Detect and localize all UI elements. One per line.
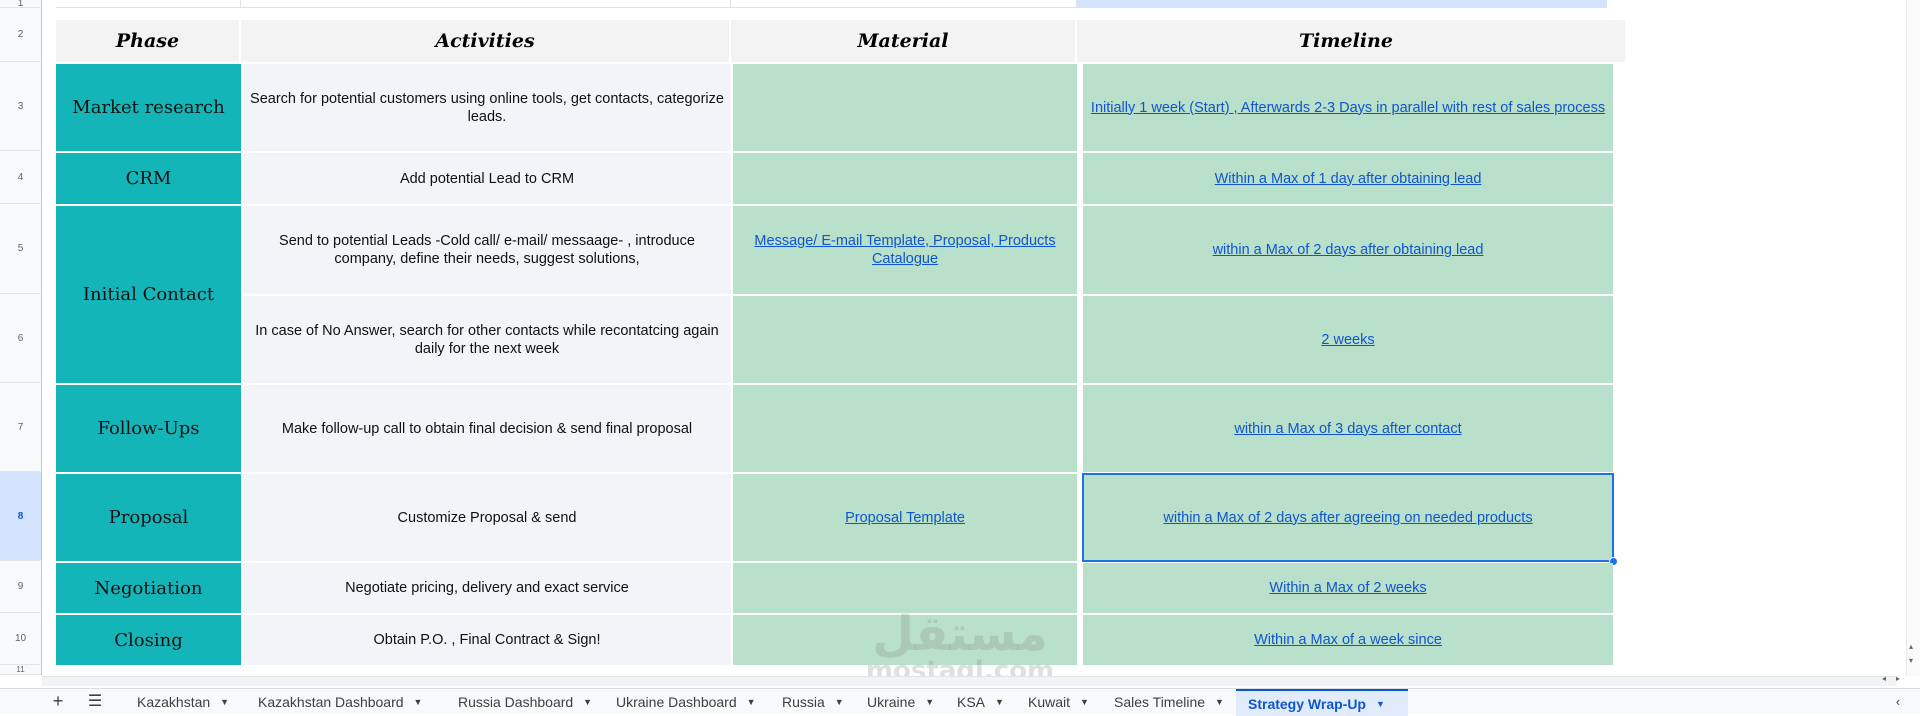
timeline-link[interactable]: Within a Max of 1 day after obtaining le… <box>1214 170 1482 187</box>
material-cell[interactable] <box>733 153 1077 204</box>
chevron-down-icon: ▼ <box>995 696 1004 707</box>
tab-strategy-wrap-up[interactable]: Strategy Wrap-Up ▼ <box>1236 689 1408 716</box>
tab-ukraine[interactable]: Ukraine ▼ <box>867 693 935 710</box>
tab-russia-dashboard[interactable]: Russia Dashboard ▼ <box>458 693 593 710</box>
phase-initial-contact[interactable]: Initial Contact <box>56 206 241 383</box>
row1-cells <box>56 0 1628 8</box>
material-cell[interactable] <box>733 615 1077 665</box>
chevron-down-icon: ▼ <box>1080 696 1089 707</box>
chevron-down-icon: ▼ <box>1215 696 1224 707</box>
timeline-link[interactable]: Within a Max of a week since <box>1254 632 1442 648</box>
cell[interactable] <box>241 0 731 8</box>
tab-sales-timeline[interactable]: Sales Timeline ▼ <box>1114 693 1224 710</box>
timeline-cell-selected[interactable]: within a Max of 2 days after agreeing on… <box>1082 473 1614 562</box>
material-cell[interactable] <box>733 296 1077 383</box>
timeline-cell[interactable]: Initially 1 week (Start) , Afterwards 2-… <box>1083 64 1613 151</box>
timeline-link[interactable]: within a Max of 2 days after obtaining l… <box>1212 242 1484 258</box>
phase-negotiation[interactable]: Negotiation <box>56 563 241 613</box>
timeline-cell[interactable]: Within a Max of a week since <box>1083 615 1613 665</box>
header-material[interactable]: Material <box>731 20 1077 62</box>
chevron-down-icon: ▼ <box>1375 698 1385 709</box>
tab-kazakhstan-dashboard[interactable]: Kazakhstan Dashboard ▼ <box>258 693 423 710</box>
vertical-scrollbar[interactable] <box>1906 0 1920 676</box>
chevron-down-icon: ▼ <box>413 696 423 707</box>
watermark-arabic: مستقل <box>872 606 1048 662</box>
timeline-link[interactable]: Initially 1 week (Start) , Afterwards 2-… <box>1090 99 1606 116</box>
row-header[interactable]: 10 <box>0 613 42 665</box>
cell[interactable] <box>731 0 1077 8</box>
phase-proposal[interactable]: Proposal <box>56 474 241 561</box>
chevron-down-icon: ▼ <box>834 696 844 707</box>
scroll-up-arrow-icon[interactable]: ▴ <box>1909 642 1914 651</box>
row-header[interactable]: 7 <box>0 383 42 472</box>
scroll-left-arrow-icon[interactable]: ◂ <box>1882 674 1887 683</box>
row-header[interactable]: 4 <box>0 151 42 204</box>
scroll-right-arrow-icon[interactable]: ▸ <box>1896 674 1901 683</box>
activity-cell[interactable]: Customize Proposal & send <box>243 474 731 561</box>
timeline-link[interactable]: within a Max of 3 days after contact <box>1234 420 1462 437</box>
watermark-logo: مستقل mostaql.com <box>860 606 1060 684</box>
timeline-cell[interactable]: within a Max of 3 days after contact <box>1083 385 1613 472</box>
tab-russia[interactable]: Russia ▼ <box>782 693 844 710</box>
tab-ksa[interactable]: KSA ▼ <box>957 693 1004 710</box>
row-header[interactable]: 11 <box>0 665 42 675</box>
phase-market-research[interactable]: Market research <box>56 64 241 151</box>
material-cell[interactable] <box>733 563 1077 613</box>
chevron-down-icon: ▼ <box>746 696 756 707</box>
activity-cell[interactable]: In case of No Answer, search for other c… <box>243 296 731 383</box>
tab-scroll-left-icon[interactable]: ‹ <box>1895 693 1901 709</box>
header-timeline[interactable]: Timeline <box>1077 20 1615 62</box>
activity-cell[interactable]: Send to potential Leads -Cold call/ e-ma… <box>243 206 731 294</box>
row-header[interactable]: 2 <box>0 8 42 62</box>
timeline-link[interactable]: 2 weeks <box>1321 331 1375 348</box>
timeline-cell[interactable]: Within a Max of 2 weeks <box>1083 563 1613 613</box>
material-cell[interactable] <box>733 64 1077 151</box>
row-header[interactable]: 9 <box>0 561 42 613</box>
cell-highlighted-column[interactable] <box>1077 0 1607 8</box>
timeline-cell[interactable]: Within a Max of 1 day after obtaining le… <box>1083 153 1613 204</box>
material-cell[interactable]: Message/ E-mail Template, Proposal, Prod… <box>733 206 1077 294</box>
tab-kazakhstan[interactable]: Kazakhstan ▼ <box>137 693 230 710</box>
timeline-cell[interactable]: 2 weeks <box>1083 296 1613 383</box>
column-divider <box>1615 20 1625 62</box>
material-link-proposal-template[interactable]: Proposal Template <box>845 509 965 526</box>
phase-closing[interactable]: Closing <box>56 615 241 665</box>
row-header[interactable]: 6 <box>0 294 42 383</box>
phase-crm[interactable]: CRM <box>56 153 241 204</box>
activity-cell[interactable]: Make follow-up call to obtain final deci… <box>243 385 731 472</box>
cell[interactable] <box>56 0 241 8</box>
sheet-tab-bar: + ☰ Kazakhstan ▼ Kazakhstan Dashboard ▼ Ru… <box>0 688 1920 716</box>
selection-handle[interactable] <box>1609 557 1618 566</box>
header-phase[interactable]: Phase <box>56 20 241 62</box>
material-cell[interactable]: Proposal Template <box>733 474 1077 561</box>
timeline-link[interactable]: Within a Max of 2 weeks <box>1269 580 1427 596</box>
chevron-down-icon: ▼ <box>220 696 230 707</box>
timeline-link[interactable]: within a Max of 2 days after agreeing on… <box>1163 509 1533 526</box>
activity-cell[interactable]: Obtain P.O. , Final Contract & Sign! <box>243 615 731 665</box>
row-header-selected[interactable]: 8 <box>0 472 42 561</box>
add-sheet-icon[interactable]: + <box>52 690 64 711</box>
row-header[interactable]: 1 <box>0 0 42 9</box>
activity-cell[interactable]: Add potential Lead to CRM <box>243 153 731 204</box>
tab-ukraine-dashboard[interactable]: Ukraine Dashboard ▼ <box>616 693 756 710</box>
chevron-down-icon: ▼ <box>583 696 593 707</box>
material-link-templates[interactable]: Message/ E-mail Template, Proposal, Prod… <box>754 233 1056 267</box>
timeline-cell[interactable]: within a Max of 2 days after obtaining l… <box>1083 206 1613 294</box>
row-header[interactable]: 5 <box>0 204 42 294</box>
row-header[interactable]: 3 <box>0 62 42 151</box>
horizontal-scrollbar[interactable] <box>42 676 1897 686</box>
activity-cell[interactable]: Search for potential customers using onl… <box>243 64 731 151</box>
material-cell[interactable] <box>733 385 1077 472</box>
all-sheets-menu-icon[interactable]: ☰ <box>87 693 103 710</box>
header-activities[interactable]: Activities <box>241 20 731 62</box>
scroll-down-arrow-icon[interactable]: ▾ <box>1909 656 1914 665</box>
chevron-down-icon: ▼ <box>925 696 935 707</box>
activity-cell[interactable]: Negotiate pricing, delivery and exact se… <box>243 563 731 613</box>
tab-kuwait[interactable]: Kuwait ▼ <box>1028 693 1089 710</box>
phase-follow-ups[interactable]: Follow-Ups <box>56 385 241 472</box>
